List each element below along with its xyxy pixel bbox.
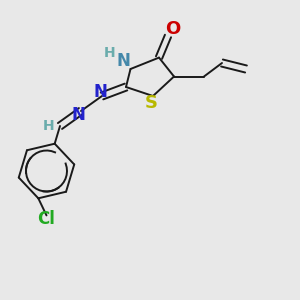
Text: N: N (72, 106, 86, 124)
Text: O: O (166, 20, 181, 38)
Text: H: H (43, 119, 54, 133)
Text: N: N (116, 52, 130, 70)
Text: N: N (94, 82, 107, 100)
Text: H: H (104, 46, 115, 60)
Text: S: S (145, 94, 158, 112)
Text: Cl: Cl (38, 210, 56, 228)
